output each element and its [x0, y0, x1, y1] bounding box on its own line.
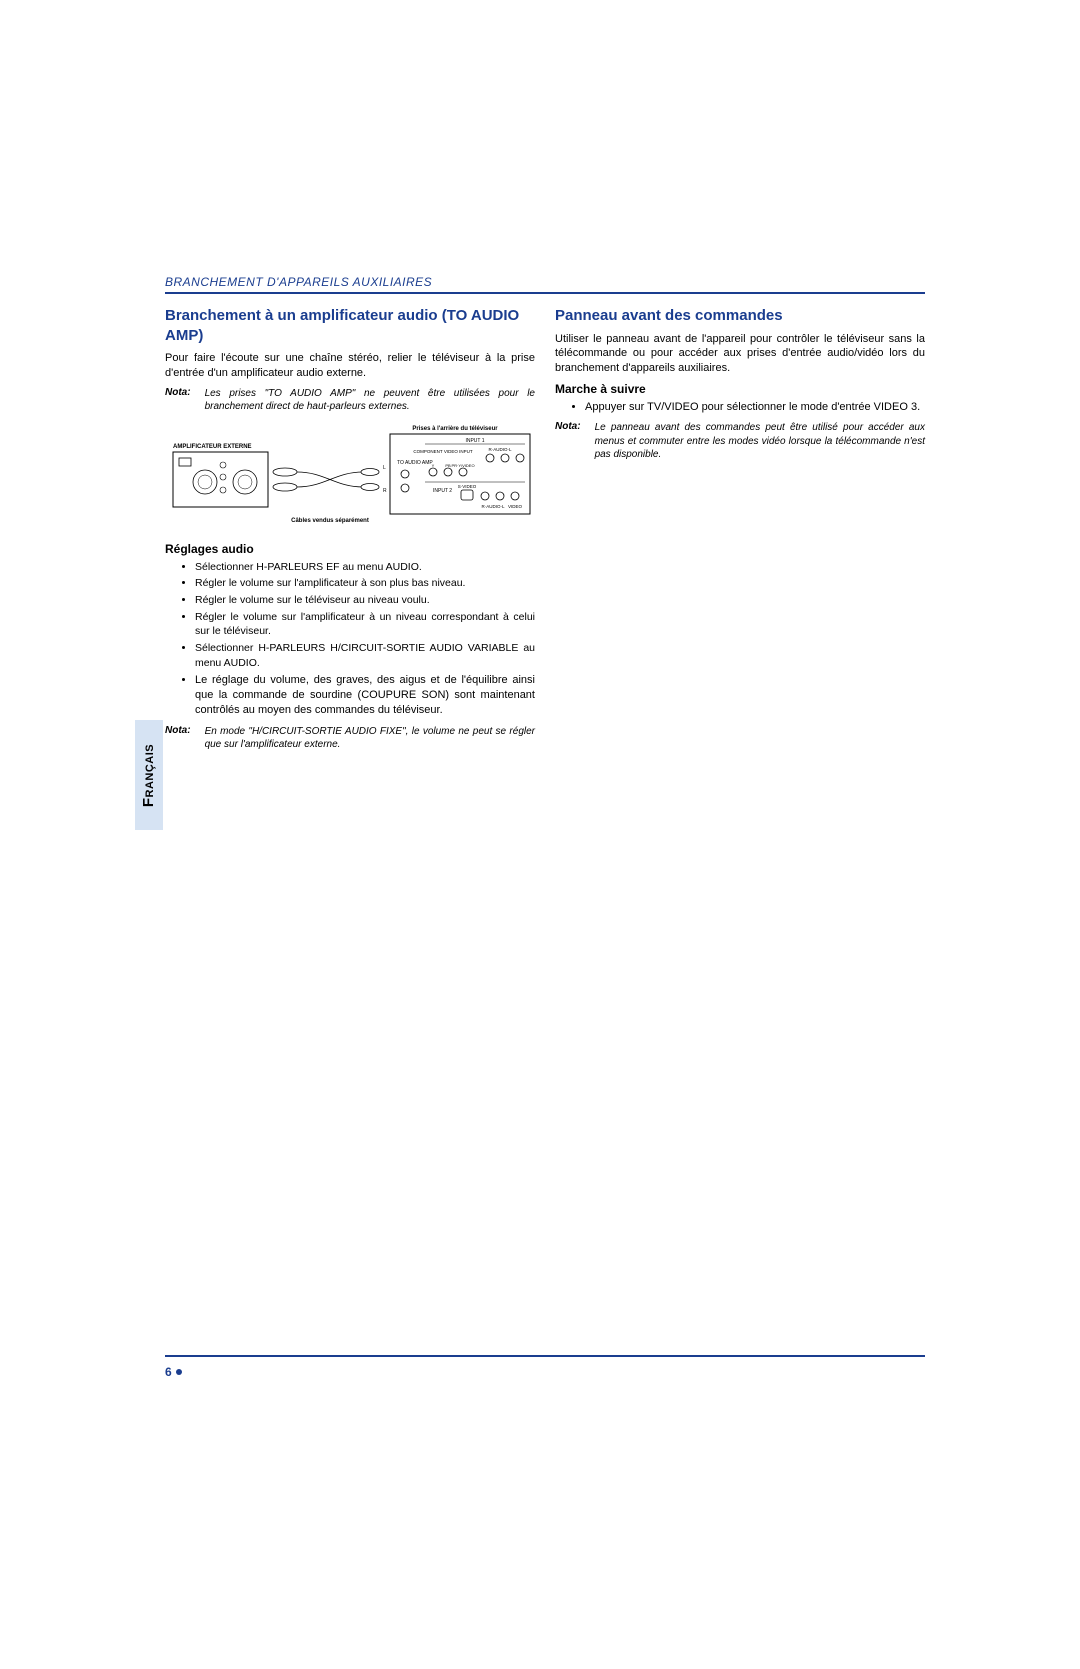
connection-diagram: Prises à l'arrière du téléviseur AMPLIFI… — [165, 422, 535, 532]
svg-text:INPUT 2: INPUT 2 — [433, 488, 452, 494]
svg-text:TO AUDIO AMP: TO AUDIO AMP — [397, 460, 433, 466]
left-nota-1: Nota: Les prises "TO AUDIO AMP" ne peuve… — [165, 387, 535, 414]
svg-text:PR·Y/VIDEO: PR·Y/VIDEO — [451, 463, 474, 468]
list-item: Le réglage du volume, des graves, des ai… — [195, 673, 535, 719]
nota-text: Le panneau avant des commandes peut être… — [595, 421, 925, 462]
right-column: Panneau avant des commandes Utiliser le … — [555, 302, 925, 760]
nota-label: Nota: — [555, 421, 581, 462]
diagram-svg: Prises à l'arrière du téléviseur AMPLIFI… — [165, 422, 535, 532]
svg-text:VIDEO: VIDEO — [508, 504, 523, 509]
svg-text:COMPONENT VIDEO INPUT: COMPONENT VIDEO INPUT — [413, 449, 472, 454]
svg-text:R·AUDIO·L: R·AUDIO·L — [488, 447, 511, 452]
right-bullet-list: Appuyer sur TV/VIDEO pour sélectionner l… — [555, 400, 925, 415]
svg-text:R: R — [383, 488, 387, 494]
left-nota-2: Nota: En mode "H/CIRCUIT-SORTIE AUDIO FI… — [165, 725, 535, 752]
section-header: BRANCHEMENT D'APPAREILS AUXILIAIRES — [165, 275, 925, 294]
right-subhead: Marche à suivre — [555, 382, 925, 396]
nota-label: Nota: — [165, 387, 191, 414]
page-content: BRANCHEMENT D'APPAREILS AUXILIAIRES Bran… — [165, 275, 925, 760]
right-intro: Utiliser le panneau avant de l'appareil … — [555, 332, 925, 377]
list-item: Sélectionner H-PARLEURS EF au menu AUDIO… — [195, 560, 535, 575]
list-item: Régler le volume sur l'amplificateur à s… — [195, 576, 535, 591]
svg-text:Câbles vendus séparément: Câbles vendus séparément — [291, 518, 369, 524]
svg-text:R·AUDIO·L: R·AUDIO·L — [481, 504, 504, 509]
right-title: Panneau avant des commandes — [555, 306, 925, 326]
language-label: Français — [141, 743, 158, 806]
page-dot-icon — [176, 1369, 182, 1375]
left-bullet-list: Sélectionner H-PARLEURS EF au menu AUDIO… — [165, 560, 535, 719]
left-title: Branchement à un amplificateur audio (TO… — [165, 306, 535, 345]
language-tab: Français — [135, 720, 163, 830]
svg-text:AMPLIFICATEUR EXTERNE: AMPLIFICATEUR EXTERNE — [173, 444, 252, 450]
right-nota: Nota: Le panneau avant des commandes peu… — [555, 421, 925, 462]
svg-text:Y: Y — [432, 463, 435, 468]
list-item: Sélectionner H-PARLEURS H/CIRCUIT-SORTIE… — [195, 641, 535, 670]
svg-text:PB: PB — [445, 463, 451, 468]
list-item: Régler le volume sur le téléviseur au ni… — [195, 593, 535, 608]
svg-text:L: L — [383, 465, 386, 471]
nota-text: En mode "H/CIRCUIT-SORTIE AUDIO FIXE", l… — [205, 725, 535, 752]
nota-label: Nota: — [165, 725, 191, 752]
left-column: Branchement à un amplificateur audio (TO… — [165, 302, 535, 760]
left-intro: Pour faire l'écoute sur une chaîne stéré… — [165, 351, 535, 381]
svg-text:INPUT 1: INPUT 1 — [465, 438, 484, 444]
svg-text:Prises à l'arrière du télévise: Prises à l'arrière du téléviseur — [412, 426, 498, 432]
list-item: Appuyer sur TV/VIDEO pour sélectionner l… — [585, 400, 925, 415]
list-item: Régler le volume sur l'amplificateur à u… — [195, 610, 535, 639]
page-number: 6 — [165, 1365, 182, 1379]
footer: 6 — [165, 1355, 925, 1381]
nota-text: Les prises "TO AUDIO AMP" ne peuvent êtr… — [205, 387, 535, 414]
left-subhead: Réglages audio — [165, 542, 535, 556]
svg-text:S·VIDEO: S·VIDEO — [458, 484, 477, 489]
two-column-layout: Branchement à un amplificateur audio (TO… — [165, 302, 925, 760]
